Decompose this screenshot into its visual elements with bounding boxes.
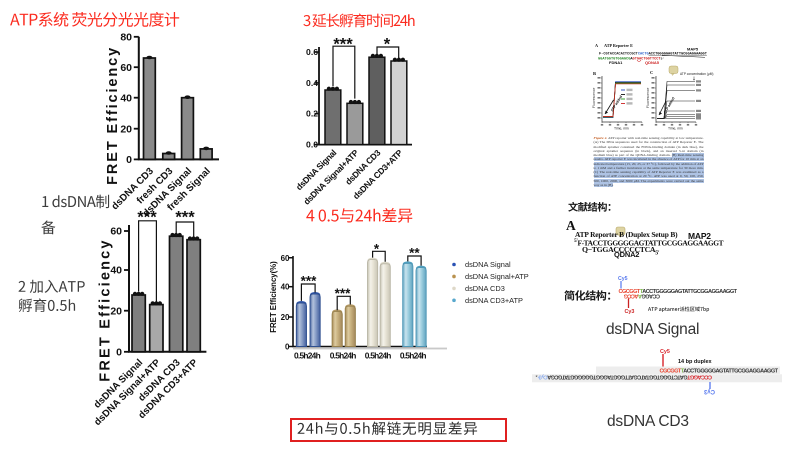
svg-text:A: A <box>595 43 598 48</box>
svg-text:Cy3: Cy3 <box>625 309 635 315</box>
svg-text:14 bp duplex: 14 bp duplex <box>678 359 713 365</box>
svg-text:Time, min: Time, min <box>668 127 683 131</box>
svg-text:*: * <box>374 241 380 256</box>
svg-text:0.5h24h: 0.5h24h <box>330 350 357 360</box>
svg-text:CGCGGTTACCTGGGGGAGTATTGCGGAGGA: CGCGGTTACCTGGGGGAGTATTGCGGAGGAAGGT <box>660 368 779 374</box>
svg-text:FRET Efficiency(%): FRET Efficiency(%) <box>269 261 278 333</box>
svg-text:*: * <box>384 36 391 54</box>
svg-text:0.0: 0.0 <box>306 140 318 150</box>
svg-text:40: 40 <box>120 92 132 104</box>
svg-text:dsDNA Signal+ATP: dsDNA Signal+ATP <box>465 272 529 281</box>
svg-text:F-CGTACCACACTCCGCTCACTGACCTGGG: F-CGTACCACACTCCGCTCACTGACCTGGGGGAGTATTGC… <box>599 53 708 57</box>
svg-text:***: *** <box>333 36 353 54</box>
svg-text:ATP concentration (μM): ATP concentration (μM) <box>680 72 713 76</box>
svg-text:Cy3: Cy3 <box>703 388 715 394</box>
svg-text:FRET Efficiency: FRET Efficiency <box>105 46 121 185</box>
svg-text:Time, min: Time, min <box>614 127 629 131</box>
svg-text:CCCAGGTGATCTGGGTGGTATCGATTGGGT: CCCAGGTGATCTGGGTGGTATCGATTGGGTAGGGTGGGGG… <box>535 373 712 379</box>
svg-text:40: 40 <box>110 265 122 277</box>
svg-text:B: B <box>593 71 596 76</box>
svg-text:dsDNA CD3+ATP: dsDNA CD3+ATP <box>465 296 523 305</box>
svg-text:80: 80 <box>120 31 132 43</box>
svg-text:60: 60 <box>110 226 122 238</box>
svg-text:0.2: 0.2 <box>306 109 318 119</box>
svg-text:dsDNA CD3: dsDNA CD3 <box>465 284 505 293</box>
svg-text:C: C <box>650 70 653 75</box>
svg-text:20: 20 <box>110 305 122 317</box>
svg-text:Cy5: Cy5 <box>660 349 670 355</box>
svg-text:GGATGGTGTGGAGCGAGTGACTGGTTCCT5: GGATGGTGTGGAGCGAGTGACTGGTTCCT5' <box>598 57 664 62</box>
svg-text:QDNA5: QDNA5 <box>645 60 660 65</box>
svg-text:**: ** <box>409 245 420 260</box>
svg-text:0: 0 <box>116 346 122 358</box>
svg-text:dsDNA Signal: dsDNA Signal <box>465 260 511 269</box>
svg-text:0: 0 <box>126 154 132 166</box>
svg-text:Fluorescence: Fluorescence <box>592 88 596 108</box>
svg-text:0: 0 <box>285 343 290 352</box>
svg-text:FDNA1: FDNA1 <box>609 60 623 65</box>
svg-text:60: 60 <box>281 254 290 263</box>
svg-text:CCAGGAACCG: CCAGGAACCG <box>624 293 660 299</box>
svg-text:40: 40 <box>281 283 290 292</box>
svg-text:20: 20 <box>120 123 132 135</box>
svg-text:***: *** <box>335 286 352 301</box>
svg-text:Fluorescence: Fluorescence <box>646 88 650 108</box>
svg-text:0.6: 0.6 <box>306 47 318 57</box>
svg-text:0.5h24h: 0.5h24h <box>400 350 427 360</box>
svg-text:0.4: 0.4 <box>306 78 318 88</box>
svg-text:60: 60 <box>120 62 132 74</box>
svg-text:ATP Reporter E: ATP Reporter E <box>604 43 633 48</box>
svg-text:20: 20 <box>281 313 290 322</box>
svg-text:Cy5: Cy5 <box>618 276 628 282</box>
svg-text:FRET Efficiency: FRET Efficiency <box>98 238 114 381</box>
svg-text:***: *** <box>137 209 157 227</box>
svg-text:0.5h24h: 0.5h24h <box>365 350 392 360</box>
svg-text:MAP5: MAP5 <box>687 47 699 52</box>
svg-text:0.5h24h: 0.5h24h <box>294 350 321 360</box>
svg-text:***: *** <box>175 209 195 227</box>
svg-text:CGCGGTTACCTGGGGGAGTATTGCGGAGGA: CGCGGTTACCTGGGGGAGTATTGCGGAGGAAGGT <box>619 289 738 295</box>
